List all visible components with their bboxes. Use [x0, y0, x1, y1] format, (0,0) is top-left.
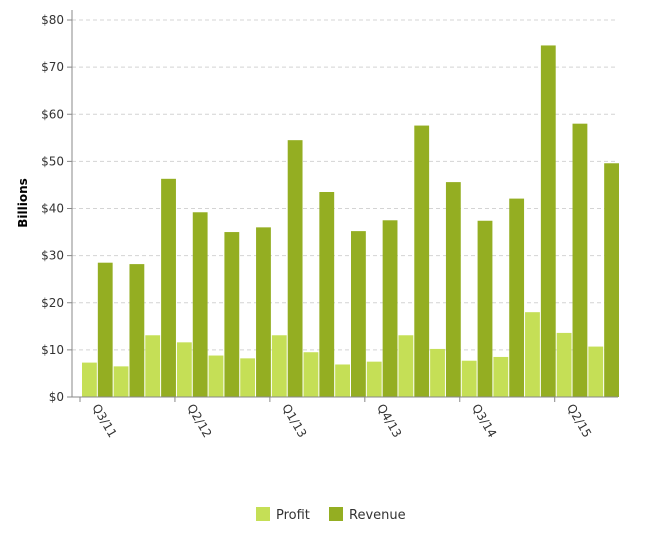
legend-swatch-profit	[256, 507, 270, 521]
bar-profit-Q1-14	[398, 335, 414, 397]
bar-profit-Q4-13	[366, 361, 382, 397]
bars	[82, 45, 619, 398]
bar-revenue-Q4-11	[129, 264, 145, 397]
legend-label-revenue: Revenue	[349, 508, 406, 523]
x-tick-label: Q2/12	[184, 402, 214, 441]
bar-revenue-Q3-15	[604, 163, 619, 397]
y-tick-label: $20	[41, 296, 64, 310]
bar-revenue-Q4-12	[256, 227, 271, 397]
bar-profit-Q2-14	[430, 348, 445, 397]
bar-profit-Q3-13	[335, 364, 350, 397]
y-tick-label: $40	[41, 202, 64, 216]
bar-revenue-Q2-12	[192, 212, 208, 397]
bar-revenue-Q1-12	[161, 178, 176, 397]
y-tick-label: $70	[41, 60, 64, 74]
bar-revenue-Q4-14	[509, 198, 525, 397]
bar-revenue-Q2-15	[572, 123, 588, 398]
bar-revenue-Q2-13	[319, 192, 335, 397]
y-axis-ticks: $0 $10 $20 $30 $40 $50 $60 $70 $80	[41, 13, 72, 404]
bar-revenue-Q3-11	[97, 262, 113, 397]
bar-profit-Q1-13	[271, 335, 287, 397]
bar-profit-Q4-11	[113, 366, 129, 397]
bar-revenue-Q3-12	[224, 232, 240, 397]
bar-revenue-Q2-14	[445, 182, 461, 397]
bar-profit-Q3-14	[461, 360, 477, 397]
bar-profit-Q3-12	[208, 355, 224, 397]
gridlines	[72, 19, 618, 351]
y-tick-label: $0	[49, 390, 64, 404]
bar-profit-Q3-15	[588, 346, 604, 397]
bar-revenue-Q1-14	[414, 125, 430, 397]
bar-profit-Q2-13	[303, 352, 319, 397]
x-axis-labels: Q3/11 Q2/12 Q1/13 Q4/13 Q3/14 Q2/15	[89, 402, 594, 441]
x-tick-label: Q2/15	[564, 402, 594, 441]
bar-profit-Q2-12	[176, 342, 192, 397]
y-tick-label: $60	[41, 107, 64, 121]
y-tick-label: $10	[41, 343, 64, 357]
legend-label-profit: Profit	[276, 508, 310, 523]
bar-profit-Q4-14	[493, 356, 509, 397]
bar-revenue-Q1-13	[287, 140, 303, 397]
y-tick-label: $50	[41, 154, 64, 168]
x-tick-label: Q3/11	[89, 402, 119, 441]
bar-profit-Q1-15	[525, 312, 540, 397]
bar-revenue-Q3-14	[477, 220, 493, 397]
bar-profit-Q2-15	[556, 332, 572, 397]
y-tick-label: $80	[41, 13, 64, 27]
bar-profit-Q4-12	[240, 358, 256, 397]
bar-profit-Q3-11	[82, 362, 97, 397]
x-tick-label: Q4/13	[374, 402, 404, 441]
x-tick-label: Q3/14	[469, 402, 499, 441]
axes	[71, 10, 618, 402]
legend-swatch-revenue	[329, 507, 343, 521]
legend: Profit Revenue	[256, 507, 406, 523]
bar-revenue-Q4-13	[382, 220, 398, 397]
bar-profit-Q1-12	[145, 335, 161, 397]
bar-revenue-Q3-13	[351, 231, 366, 397]
bar-revenue-Q1-15	[540, 45, 556, 397]
y-axis-title: Billions	[16, 178, 30, 228]
x-tick-label: Q1/13	[279, 402, 309, 441]
y-tick-label: $30	[41, 249, 64, 263]
